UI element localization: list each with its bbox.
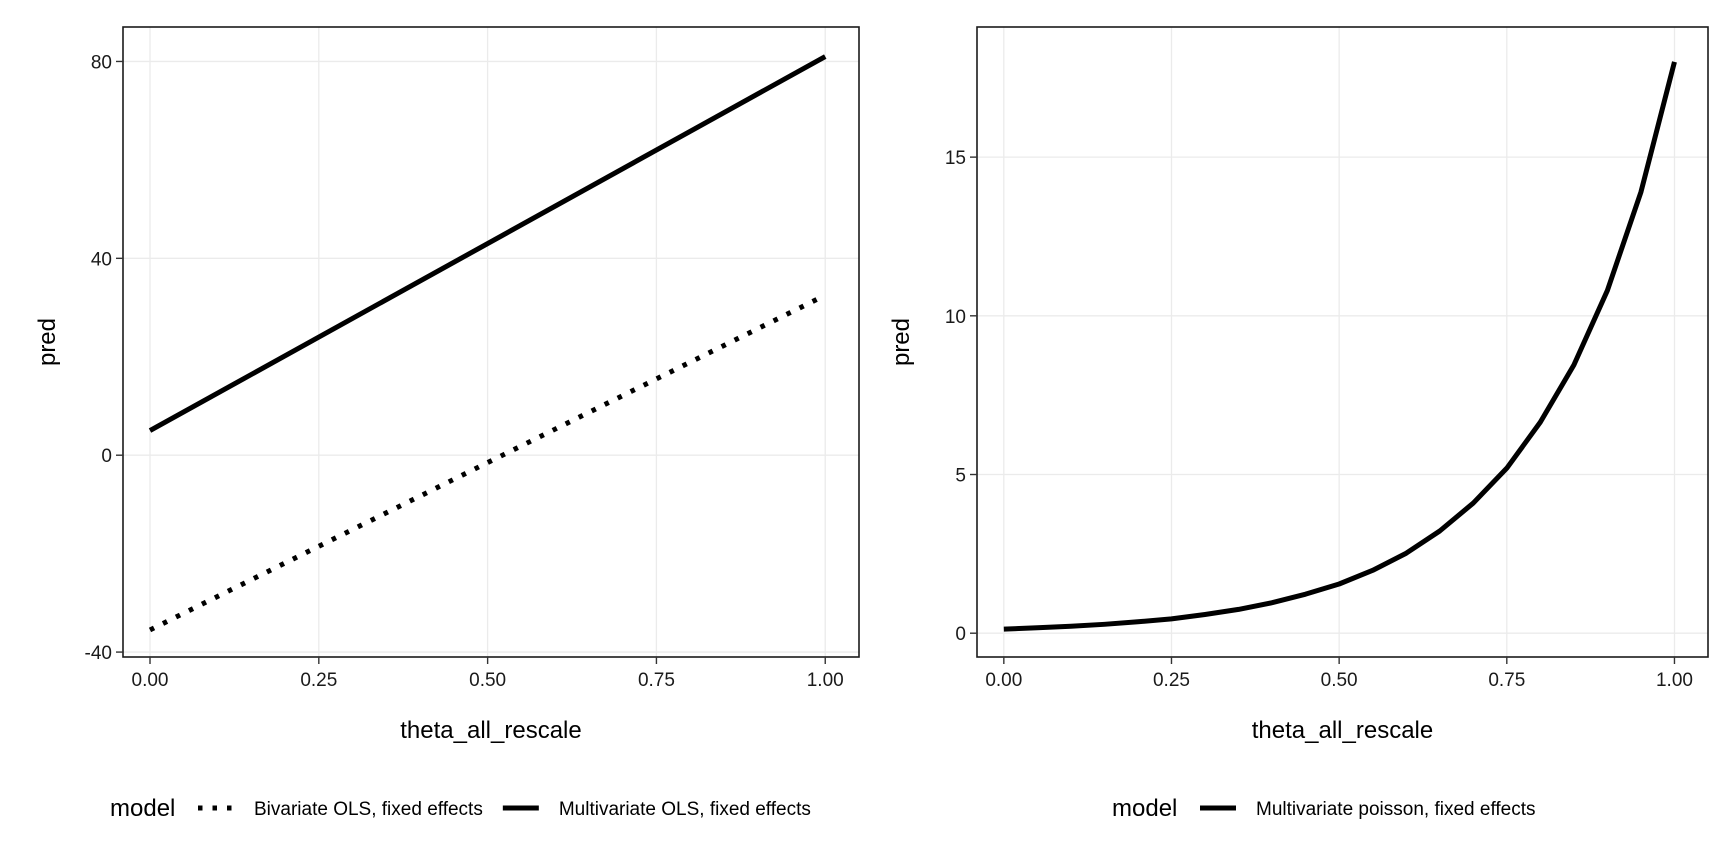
x-tick-label: 0.50 [469, 670, 506, 691]
x-axis-title: theta_all_rescale [1252, 717, 1433, 744]
y-axis-title: pred [34, 318, 61, 366]
legend-label-2: Multivariate OLS, fixed effects [559, 799, 811, 820]
series-line-1 [1003, 61, 1677, 632]
x-tick-label: 0.00 [132, 670, 169, 691]
panel-border [122, 26, 860, 658]
x-tick-label: 0.75 [1488, 670, 1525, 691]
x-tick-label: 1.00 [1656, 670, 1693, 691]
y-tick-label: 10 [945, 307, 966, 328]
x-tick-label: 1.00 [807, 670, 844, 691]
legend: model Multivariate poisson, fixed effects [1112, 795, 1536, 822]
panel-border [976, 26, 1709, 658]
x-axis-title: theta_all_rescale [400, 717, 581, 744]
y-axis-title: pred [888, 318, 915, 366]
chart-panel-1: 0.00 0.25 0.50 0.75 1.00 -40 0 40 80 theta_all_re… [34, 26, 860, 822]
y-tick-label: 5 [955, 466, 966, 487]
x-tick-label: 0.25 [300, 670, 337, 691]
y-tick-label: 80 [91, 52, 112, 73]
y-tick-label: 0 [101, 446, 112, 467]
y-tick-label: -40 [85, 643, 112, 664]
legend: model Bivariate OLS, fixed effects Multiva… [110, 795, 811, 822]
legend-label-1: Bivariate OLS, fixed effects [254, 799, 483, 820]
legend-title: model [110, 795, 175, 822]
x-tick-label: 0.25 [1153, 670, 1190, 691]
y-tick-label: 0 [955, 624, 966, 645]
chart-panel-2: 0.00 0.25 0.50 0.75 1.00 0 5 10 15 theta_all_resc… [888, 26, 1709, 822]
x-tick-label: 0.50 [1321, 670, 1358, 691]
legend-label-1: Multivariate poisson, fixed effects [1256, 799, 1536, 820]
y-tick-label: 15 [945, 148, 966, 169]
legend-title: model [1112, 795, 1177, 822]
y-tick-label: 40 [91, 249, 112, 270]
x-tick-label: 0.75 [638, 670, 675, 691]
x-tick-label: 0.00 [985, 670, 1022, 691]
series-line-2 [148, 54, 827, 433]
